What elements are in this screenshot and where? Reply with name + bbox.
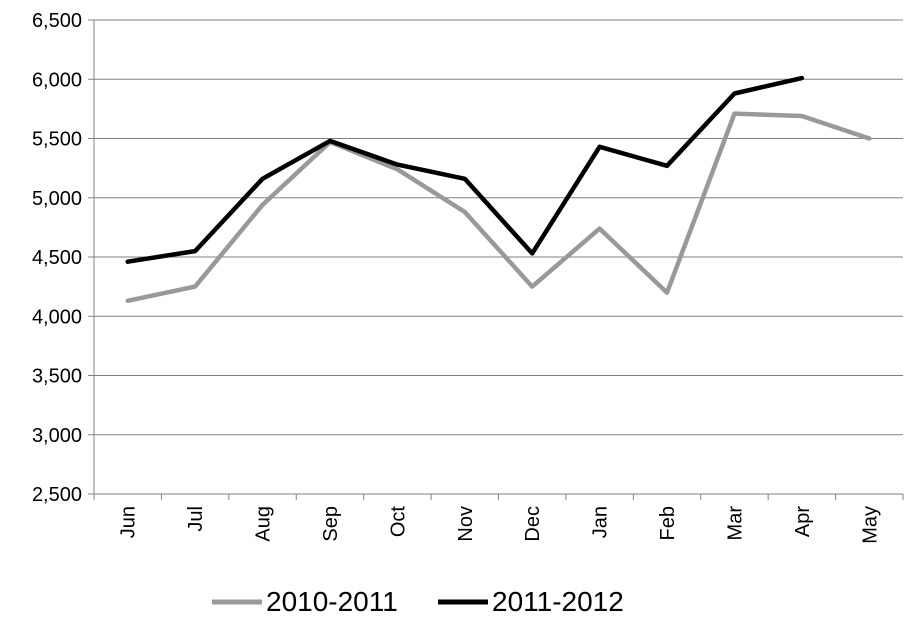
y-tick-label: 3,000 (32, 425, 82, 447)
x-tick-label-jul: Jul (185, 506, 207, 532)
x-tick-label-oct: Oct (387, 506, 409, 538)
x-tick-label-sep: Sep (320, 506, 342, 542)
y-tick-label: 5,500 (32, 129, 82, 151)
y-axis-tick-labels: 2,500 3,000 3,500 4,000 4,500 5,000 5,500 6,000… (32, 10, 82, 506)
legend: 2010-2011 2011-2012 (212, 586, 624, 617)
series-line-2011-2012 (125, 75, 805, 264)
series-line-2010-2011 (125, 111, 872, 304)
y-tick-label: 6,500 (32, 10, 82, 32)
x-tick-label-apr: Apr (792, 506, 814, 537)
y-tick-label: 2,500 (32, 484, 82, 506)
x-tick-label-nov: Nov (455, 506, 477, 542)
x-tick-label-feb: Feb (657, 506, 679, 540)
legend-label-2010-2011: 2010-2011 (266, 586, 398, 617)
x-tick-label-dec: Dec (522, 506, 544, 542)
x-tick-label-jan: Jan (590, 506, 612, 538)
legend-label-2011-2012: 2011-2012 (492, 586, 624, 617)
x-tick-label-aug: Aug (253, 506, 275, 542)
y-tick-label: 4,500 (32, 247, 82, 269)
y-tick-label: 3,500 (32, 366, 82, 388)
y-tick-label: 5,000 (32, 188, 82, 210)
x-tick-label-mar: Mar (724, 506, 746, 541)
x-axis-tick-labels: Jun Jul Aug Sep Oct Nov Dec Jan Feb Mar Apr May (118, 506, 882, 544)
series-lines (125, 75, 872, 304)
axes (88, 19, 904, 500)
x-tick-label-may: May (859, 506, 881, 544)
x-tick-label-jun: Jun (118, 506, 140, 538)
y-tick-label: 4,000 (32, 306, 82, 328)
y-tick-label: 6,000 (32, 69, 82, 91)
gridlines (94, 19, 903, 495)
